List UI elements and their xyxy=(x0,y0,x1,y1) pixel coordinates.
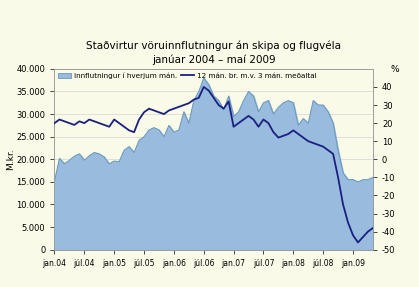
Y-axis label: %: % xyxy=(391,65,399,74)
Legend: Innflutningur í hverjum mán., 12 mán. br. m.v. 3 mán. meðaltal: Innflutningur í hverjum mán., 12 mán. br… xyxy=(58,73,317,79)
Title: Staðvirtur vöruinnflutningur án skipa og flugvéla
janúar 2004 – maí 2009: Staðvirtur vöruinnflutningur án skipa og… xyxy=(86,41,341,65)
Y-axis label: M.kr.: M.kr. xyxy=(6,148,15,170)
